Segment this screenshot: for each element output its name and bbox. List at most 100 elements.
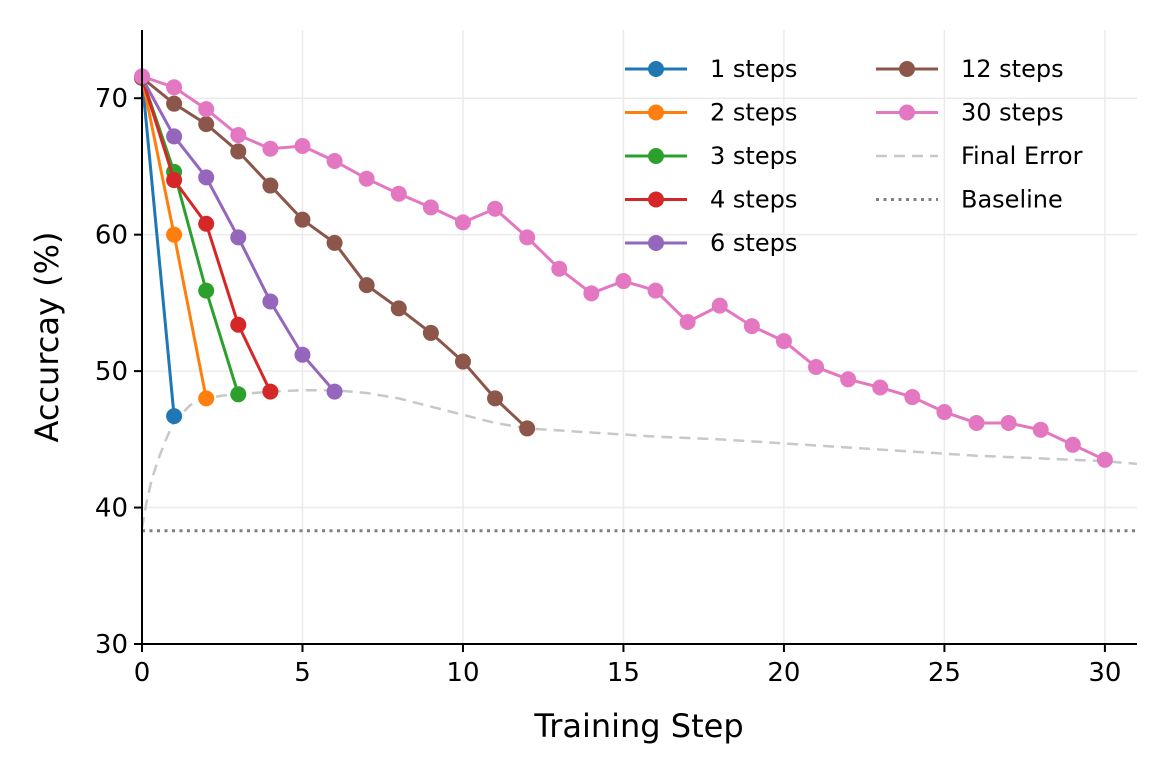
data-point [358, 277, 375, 294]
data-point [647, 282, 664, 299]
legend-swatch-marker [648, 191, 664, 208]
data-point [198, 116, 215, 133]
data-point [326, 152, 343, 169]
data-point [198, 390, 215, 407]
data-point [326, 234, 343, 251]
reference-lines [140, 388, 1138, 533]
legend-entry: 2 steps [625, 99, 797, 127]
x-tick-label: 30 [1088, 658, 1121, 688]
series-line [140, 77, 176, 417]
x-tick-label: 10 [446, 658, 479, 688]
data-point [198, 101, 215, 118]
legend: 1 steps 2 steps 3 steps 4 steps 6 steps 12 st… [625, 55, 1083, 257]
x-tick-label: 5 [294, 658, 311, 688]
legend-label: 12 steps [961, 55, 1064, 83]
data-point [262, 383, 279, 400]
data-point [487, 200, 504, 217]
y-tick-label: 70 [95, 84, 128, 114]
legend-label: Baseline [961, 186, 1063, 214]
legend-entry: Baseline [876, 186, 1063, 214]
legend-entry: 6 steps [625, 229, 797, 257]
data-point [615, 273, 632, 290]
legend-swatch-marker [648, 148, 664, 164]
data-point [262, 140, 279, 157]
legend-entry: 4 steps [625, 186, 797, 214]
y-tick-label: 40 [95, 494, 128, 524]
data-point [583, 285, 600, 302]
data-point [358, 170, 375, 187]
legend-label: 6 steps [710, 229, 797, 257]
data-point [166, 95, 183, 112]
data-point [872, 379, 889, 396]
data-point [230, 229, 247, 246]
data-point [454, 214, 471, 231]
series-30-steps [134, 68, 1113, 468]
legend-label: 2 steps [710, 99, 797, 127]
data-point [1096, 451, 1113, 468]
legend-label: 3 steps [710, 142, 797, 170]
legend-entry: 12 steps [876, 55, 1064, 83]
legend-label: 30 steps [961, 99, 1064, 127]
data-point [775, 333, 792, 350]
legend-swatch-marker [899, 61, 915, 77]
data-point [551, 260, 568, 277]
data-point [294, 137, 311, 154]
legend-label: 4 steps [710, 186, 797, 214]
x-tick-label: 0 [134, 658, 151, 688]
legend-swatch-marker [648, 235, 664, 251]
data-point [166, 172, 183, 189]
data-point [166, 79, 183, 96]
data-point [904, 389, 921, 406]
series-line [141, 76, 529, 430]
legend-swatch-marker [899, 104, 915, 121]
x-axis-label: Training Step [533, 707, 743, 745]
data-point [840, 371, 857, 388]
y-tick-label: 30 [95, 630, 128, 660]
data-point [390, 185, 407, 202]
legend-entry: 1 steps [625, 55, 797, 83]
data-point [711, 297, 728, 314]
data-point [166, 408, 183, 425]
data-point [262, 293, 279, 310]
series-12-steps [134, 69, 536, 437]
x-tick-label: 25 [928, 658, 961, 688]
legend-entry: 3 steps [625, 142, 797, 170]
x-tick-label: 20 [767, 658, 800, 688]
x-tick-label: 15 [607, 658, 640, 688]
data-point [1064, 436, 1081, 453]
data-point [519, 420, 536, 437]
data-point [262, 177, 279, 194]
data-point [679, 313, 696, 330]
data-point [454, 353, 471, 370]
data-point [422, 324, 439, 341]
data-point [198, 169, 215, 186]
data-point [166, 226, 183, 243]
legend-label: Final Error [961, 142, 1083, 170]
legend-swatch-marker [648, 61, 664, 77]
data-point [487, 390, 504, 407]
series-6-steps [134, 69, 343, 400]
legend-label: 1 steps [710, 55, 797, 83]
data-point [808, 359, 825, 376]
data-point [230, 143, 247, 160]
data-point [326, 383, 343, 400]
data-point [422, 199, 439, 216]
data-point [1032, 421, 1049, 438]
data-point [936, 404, 953, 421]
axes [134, 30, 1137, 652]
data-point [743, 318, 760, 335]
legend-swatch-marker [648, 104, 664, 121]
data-point [294, 211, 311, 228]
final-error-line [140, 388, 1138, 529]
y-axis-label: Accurcay (%) [28, 232, 66, 443]
data-point [198, 215, 215, 232]
data-point [198, 282, 215, 299]
data-point [519, 229, 536, 246]
data-point [230, 127, 247, 144]
data-point [230, 316, 247, 333]
legend-entry: 30 steps [876, 99, 1064, 127]
legend-entry: Final Error [876, 142, 1083, 170]
data-point [968, 414, 985, 431]
y-tick-label: 60 [95, 221, 128, 251]
